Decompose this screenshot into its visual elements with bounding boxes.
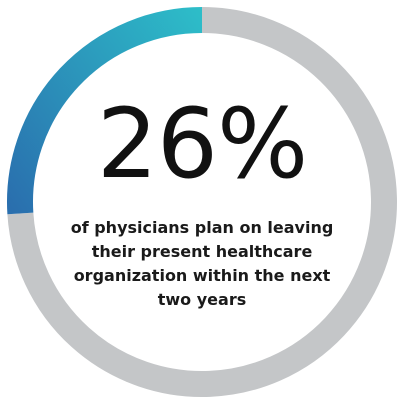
- caption-line: their present healthcare: [91, 242, 313, 261]
- percent-value: 26%: [96, 88, 308, 200]
- caption-line: two years: [157, 290, 247, 309]
- caption-line: of physicians plan on leaving: [70, 218, 334, 237]
- caption-line: organization within the next: [73, 266, 331, 285]
- highlight-segment: [7, 7, 203, 215]
- track-segment: [7, 7, 397, 397]
- stat-caption: of physicians plan on leaving their pres…: [0, 216, 404, 312]
